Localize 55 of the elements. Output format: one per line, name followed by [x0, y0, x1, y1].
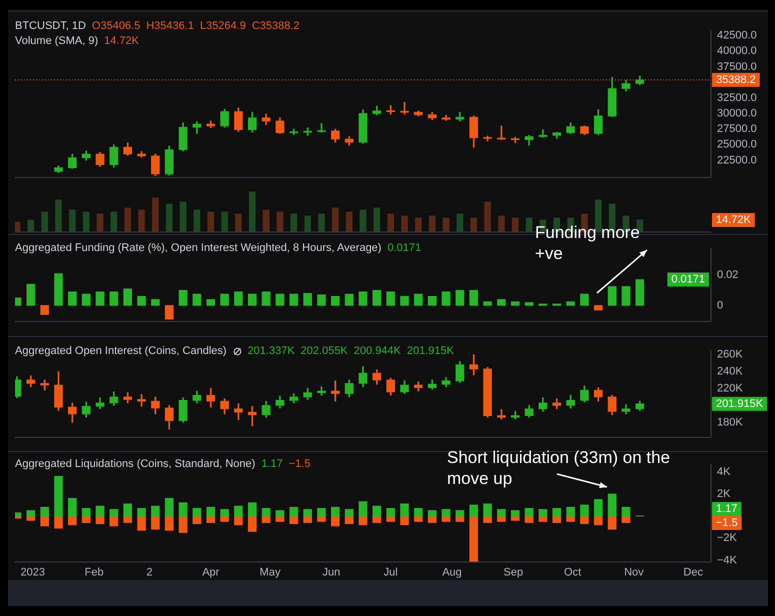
y-tick-label: 220K: [717, 382, 744, 395]
annotation: 202.055K: [300, 345, 348, 357]
y-tick-label: 2K: [717, 488, 732, 500]
y-tick-label: 42500.0: [717, 30, 757, 42]
y-tick-label: 4K: [717, 466, 732, 478]
x-tick-label: May: [260, 566, 281, 579]
x-tick-label: Dec: [683, 566, 704, 579]
text: 0.0171: [387, 242, 422, 254]
text: 14.72K: [104, 35, 140, 47]
x-tick-label: Nov: [624, 566, 644, 579]
y-tick-label: 27500.0: [717, 123, 757, 136]
chart-title: BTCUSDT, 1D: [15, 20, 86, 32]
annotation: 201.337K: [248, 345, 295, 357]
y-tick-label: 25000.0: [717, 138, 757, 151]
x-tick-label: 2023: [20, 566, 46, 579]
ref-line-label: 35388.2: [716, 74, 756, 86]
y-tick-label: 240K: [717, 366, 744, 378]
x-tick-label: Oct: [564, 566, 582, 579]
annotation: O35406.5: [92, 20, 140, 32]
chart-title: Aggregated Funding (Rate (%), Open Interest Weighted, 8 Hours, Average): [15, 242, 382, 254]
x-tick-label: Feb: [84, 566, 104, 579]
annotation: Short liquidation (33m) on the move up: [447, 447, 672, 489]
x-tick-label: Jul: [384, 566, 398, 579]
annotation: H35436.1: [146, 20, 194, 32]
y-tick-label: 32500.0: [717, 92, 757, 104]
y-tick-label: 180K: [717, 416, 744, 428]
text: 1.17: [716, 503, 738, 516]
annotation: 0.0171: [671, 274, 706, 286]
y-tick-label: 0.02: [717, 269, 738, 282]
chart-title: Aggregated Liquidations (Coins, Standard, None): [15, 458, 256, 470]
annotation: 201.915K: [406, 345, 454, 357]
x-tick-label: Aug: [442, 566, 462, 579]
y-tick-label: −2K: [717, 532, 738, 544]
annotation: −1.5: [288, 458, 310, 470]
text: 14.72K: [716, 214, 752, 226]
text: −1.5: [716, 517, 738, 530]
chart-title: Volume (SMA, 9): [15, 35, 98, 47]
x-tick-label: Sep: [503, 566, 524, 579]
annotation: Funding more +ve: [535, 222, 641, 264]
annotation: 200.944K: [354, 345, 401, 357]
y-tick-label: 30000.0: [717, 108, 757, 120]
annotation: C35388.2: [252, 20, 300, 32]
y-tick-label: 22500.0: [717, 154, 757, 166]
y-tick-label: 40000.0: [717, 45, 757, 58]
y-tick-label: −4K: [717, 554, 738, 566]
chart-title: Aggregated Open Interest (Coins, Candles): [15, 345, 227, 357]
x-tick-label: Jun: [322, 566, 340, 579]
annotation: L35264.9: [200, 20, 246, 32]
y-tick-label: 260K: [717, 348, 744, 361]
y-tick-label: 37500.0: [717, 60, 757, 73]
x-tick-label: 2: [146, 566, 153, 579]
x-tick-label: Apr: [202, 566, 220, 579]
y-tick-label: 0: [717, 300, 724, 312]
text: 201.915K: [716, 398, 764, 410]
annotation: 1.17: [261, 458, 283, 470]
